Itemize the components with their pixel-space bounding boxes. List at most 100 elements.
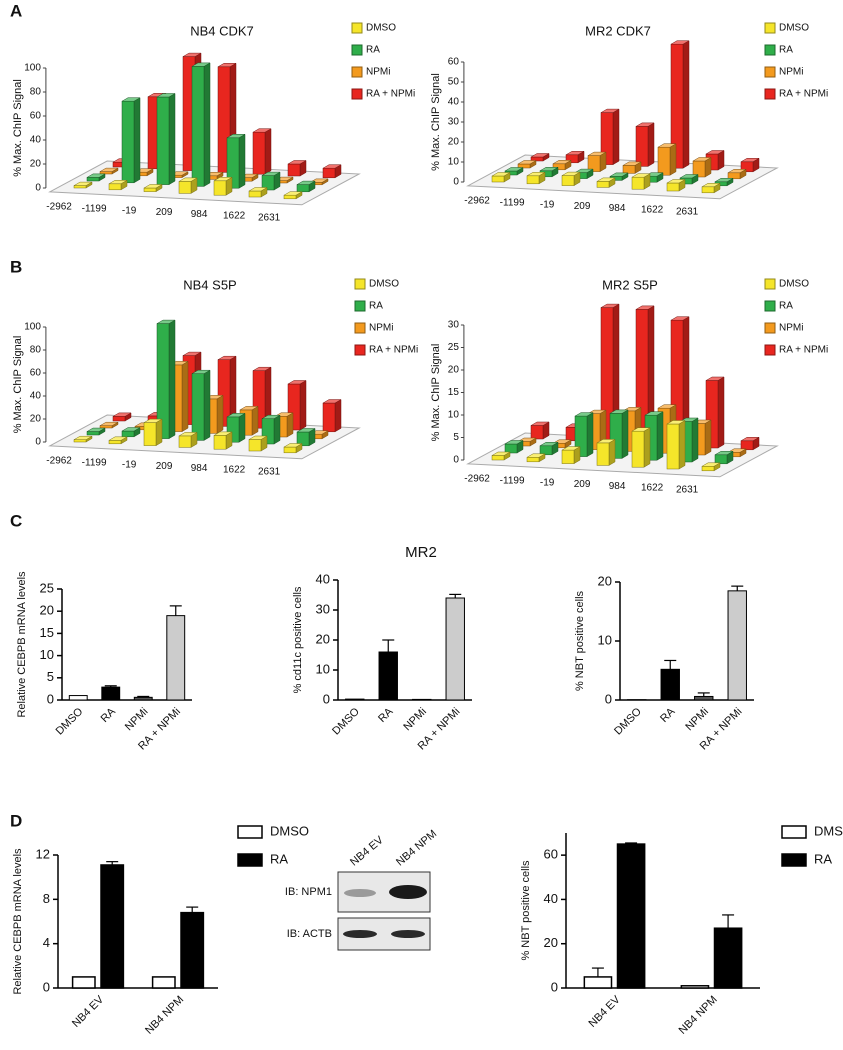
legend-label: RA [369,301,383,312]
bar-top [530,421,550,426]
x-tick-label: RA [376,705,396,725]
legend-label: RA [779,301,793,312]
bar-top [491,172,511,177]
bar-top [248,187,268,192]
y-tick-label: 60 [30,111,42,122]
bar [322,402,336,433]
bar-side [155,418,163,447]
bar [99,425,113,429]
y-tick-label: 8 [43,891,50,906]
bar [71,976,96,989]
bar [296,184,310,193]
bar-top [261,414,281,419]
bar-side [647,122,655,167]
x-tick-label: -2962 [464,196,490,207]
bar [504,443,518,454]
bar [539,445,553,456]
bar-top [539,167,559,172]
bar [166,615,186,701]
legend-swatch [781,853,807,867]
bar-top [609,172,629,177]
x-tick-label: 2631 [258,213,281,224]
bar-top [552,160,572,165]
bar-top [740,437,760,442]
bar [596,181,610,188]
bar-side [586,412,594,458]
blot-band [344,889,376,897]
bar [322,167,336,179]
bar [86,177,100,182]
y-axis-label: % Max. ChIP Signal [430,73,442,171]
bar-top [526,453,546,458]
bar-top [727,169,747,174]
bar-top [226,134,246,139]
bar-side [299,380,307,431]
blot-row: IB: ACTB [287,928,332,940]
bar [73,439,87,443]
legend-label: NPMi [779,323,803,334]
x-tick-label: RA [658,705,678,725]
x-tick-label: -19 [122,459,137,470]
x-tick-label: NB4 EV [70,993,107,1030]
legend-swatch [237,825,263,839]
x-tick-label: 984 [609,203,626,214]
bar [657,146,671,176]
x-tick-label: -1199 [82,204,107,215]
y-tick-label: 20 [40,603,54,618]
chart-title: MR2 CDK7 [585,23,651,38]
x-tick-label: 1622 [641,483,664,494]
bar-side [203,62,211,187]
bar-top [296,428,316,433]
bar [727,172,741,180]
x-tick-label: -2962 [46,202,72,213]
y-tick-label: 60 [448,57,460,68]
x-tick-label: 2631 [258,467,281,478]
bar-top [213,177,233,182]
bar [660,668,680,701]
bar-top [178,432,198,437]
bar-top [182,351,202,356]
x-tick-label: 1622 [223,465,246,476]
panel-label: B [10,257,22,276]
x-tick-label: DMSO [54,705,86,737]
x-tick-label: -1199 [500,198,525,209]
legend-swatch [764,300,776,312]
legend-swatch [351,88,363,100]
bar [631,430,645,468]
bar-top [156,319,176,324]
legend-swatch [354,300,366,312]
y-tick-label: 40 [448,97,460,108]
legend-swatch [351,22,363,34]
bar [666,423,680,470]
bar [445,597,465,701]
blot-band [391,930,425,938]
blot-lane: NB4 NPM [394,828,439,869]
bar-top [178,177,198,182]
bar [583,976,613,989]
bar [680,985,710,989]
bar-top [526,172,546,177]
x-tick-label: NPMi [401,706,428,733]
bar-side [704,419,712,456]
bar [561,449,575,464]
y-axis-label: % Max. ChIP Signal [12,336,24,434]
bar-top [635,122,655,127]
bar-top [565,151,585,156]
legend-label: RA [270,851,288,866]
y-tick-label: 60 [30,368,42,379]
bar-top [530,153,550,158]
bar-side [643,427,651,468]
y-tick-label: 15 [448,387,460,398]
legend-swatch [764,322,776,334]
bar-top [287,160,307,165]
bar [191,66,205,187]
bar-side [238,412,246,443]
y-tick-label: 10 [40,647,54,662]
bar [213,180,227,196]
y-tick-label: 20 [448,365,460,376]
legend-swatch [237,853,263,867]
bar-top [670,316,690,321]
panel-label: D [10,811,22,830]
bar-top [740,158,760,163]
